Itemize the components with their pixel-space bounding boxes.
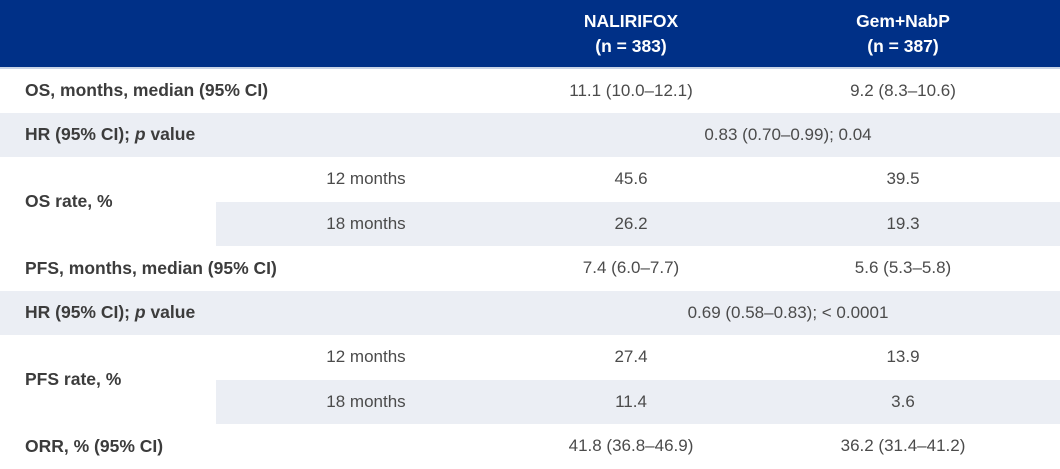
pfs-hr-label-p: p (134, 302, 146, 323)
row-label-os-hr: HR (95% CI); p value (0, 112, 516, 157)
cell-orr-nalirifox: 41.8 (36.8–46.9) (568, 436, 694, 456)
header-row: NALIRIFOX (n = 383) Gem+NabP (n = 387) (0, 0, 1060, 69)
cell-pfs-rate-12-gemnabp: 13.9 (886, 347, 920, 367)
row-os-hr: HR (95% CI); p value 0.83 (0.70–0.99); 0… (0, 112, 1060, 157)
pfs-hr-label-pre: HR (95% CI); (25, 302, 135, 323)
row-pfs-rate-18: 18 months 11.4 3.6 (0, 379, 1060, 424)
row-pfs-median: PFS, months, median (95% CI) 7.4 (6.0–7.… (0, 246, 1060, 291)
column-header-nalirifox-n: (n = 383) (595, 35, 667, 56)
cell-os-rate-12-nalirifox: 45.6 (614, 169, 648, 189)
column-header-gemnabp-n: (n = 387) (867, 35, 939, 56)
row-label-pfs-hr: HR (95% CI); p value (0, 290, 516, 335)
row-label-pfs-rate: PFS rate, % (0, 335, 216, 424)
pfs-hr-label-post: value (145, 302, 196, 323)
cell-pfs-rate-18-nalirifox: 11.4 (516, 379, 746, 424)
row-os-rate-12: OS rate, % 12 months 45.6 39.5 (0, 157, 1060, 246)
row-os-rate-18: 18 months 26.2 19.3 (0, 201, 1060, 246)
column-header-nalirifox: NALIRIFOX (n = 383) (516, 0, 746, 69)
sublabel-pfs-rate-12: 12 months (326, 347, 406, 367)
row-label-orr: ORR, % (95% CI) (0, 424, 516, 469)
row-os-median: OS, months, median (95% CI) 11.1 (10.0–1… (0, 68, 1060, 113)
cell-pfs-median-nalirifox: 7.4 (6.0–7.7) (582, 258, 680, 278)
cell-pfs-hr-value: 0.69 (0.58–0.83); < 0.0001 (516, 290, 1060, 335)
cell-os-rate-18-nalirifox: 26.2 (516, 201, 746, 246)
cell-os-rate-12-gemnabp: 39.5 (886, 169, 920, 189)
os-hr-label-post: value (145, 124, 196, 145)
os-hr-label-p: p (134, 124, 146, 145)
row-pfs-hr: HR (95% CI); p value 0.69 (0.58–0.83); <… (0, 290, 1060, 335)
column-header-gemnabp-name: Gem+NabP (856, 10, 950, 31)
sublabel-os-rate-12: 12 months (326, 169, 406, 189)
os-hr-label-pre: HR (95% CI); (25, 124, 135, 145)
cell-orr-gemnabp: 36.2 (31.4–41.2) (840, 436, 966, 456)
row-label-pfs-median: PFS, months, median (95% CI) (0, 246, 516, 291)
cell-os-median-nalirifox: 11.1 (10.0–12.1) (569, 80, 693, 100)
row-orr: ORR, % (95% CI) 41.8 (36.8–46.9) 36.2 (3… (0, 424, 1060, 469)
cell-pfs-rate-18-gemnabp: 3.6 (746, 379, 1060, 424)
row-label-os-median: OS, months, median (95% CI) (0, 68, 516, 113)
sublabel-os-rate-18: 18 months (216, 201, 516, 246)
cell-os-median-gemnabp: 9.2 (8.3–10.6) (850, 80, 956, 100)
cell-pfs-median-gemnabp: 5.6 (5.3–5.8) (854, 258, 952, 278)
column-header-gemnabp: Gem+NabP (n = 387) (746, 0, 1060, 69)
cell-os-rate-18-gemnabp: 19.3 (746, 201, 1060, 246)
sublabel-pfs-rate-18: 18 months (216, 379, 516, 424)
header-empty-cell (0, 0, 516, 69)
row-pfs-rate-12: PFS rate, % 12 months 27.4 13.9 (0, 335, 1060, 424)
row-label-os-rate: OS rate, % (0, 157, 216, 246)
cell-pfs-rate-12-nalirifox: 27.4 (614, 347, 648, 367)
column-header-nalirifox-name: NALIRIFOX (583, 10, 679, 31)
cell-os-hr-value: 0.83 (0.70–0.99); 0.04 (516, 112, 1060, 157)
